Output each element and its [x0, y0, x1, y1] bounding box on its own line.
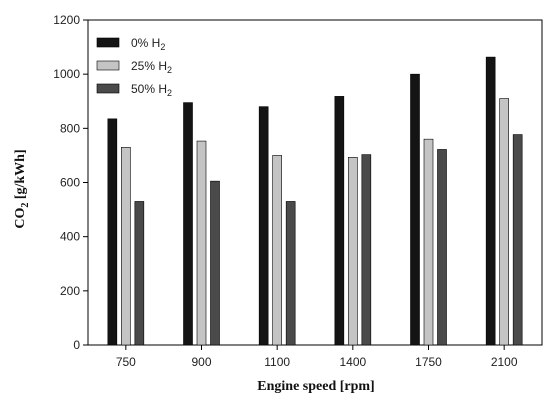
y-tick-label: 600 [60, 176, 80, 190]
bar-0-750 [107, 118, 118, 346]
bar-1-1100 [272, 155, 282, 346]
legend-label-0: 0% H2 [131, 36, 165, 52]
bars [107, 56, 523, 346]
y-axis-title-subscript: 2 [20, 203, 31, 208]
bar-0-1750 [410, 73, 420, 346]
legend-swatch-1 [96, 60, 120, 71]
y-axis-title-unit: [g/kWh] [13, 149, 28, 202]
x-tick-label: 1100 [264, 355, 290, 369]
y-tick-label: 200 [60, 284, 80, 298]
x-axis-ticks: 750 900 1100 1400 1750 2100 [116, 345, 518, 369]
bar-0-900 [183, 102, 193, 346]
bar-0-1100 [258, 106, 269, 346]
legend-label-1: 25% H2 [131, 59, 172, 75]
y-axis-ticks: 0 200 400 600 800 1000 1200 [53, 13, 88, 352]
bar-2-750 [134, 201, 145, 346]
legend: 0% H2 25% H2 50% H2 [96, 36, 172, 98]
y-axis-title: CO2 [g/kWh] [13, 149, 31, 228]
y-tick-label: 0 [73, 338, 80, 352]
x-tick-label: 900 [191, 355, 211, 369]
bar-0-1400 [334, 96, 345, 346]
y-tick-label: 1000 [53, 67, 80, 81]
bar-2-1400 [361, 154, 372, 346]
bar-0-2100 [485, 56, 496, 346]
x-tick-label: 2100 [491, 355, 518, 369]
legend-swatch-0 [96, 37, 120, 48]
y-tick-label: 1200 [53, 13, 80, 27]
bar-2-1750 [437, 149, 447, 346]
bar-2-2100 [512, 134, 523, 346]
bar-2-1100 [285, 201, 296, 346]
x-axis-title: Engine speed [rpm] [257, 379, 374, 394]
y-tick-label: 400 [60, 230, 80, 244]
x-tick-label: 1750 [415, 355, 442, 369]
x-tick-label: 750 [116, 355, 136, 369]
bar-1-2100 [499, 98, 509, 346]
bar-1-900 [196, 140, 207, 346]
y-axis-title-main: CO [13, 208, 28, 229]
legend-swatch-2 [96, 83, 120, 94]
y-tick-label: 800 [60, 121, 80, 135]
bar-1-750 [121, 146, 131, 346]
x-tick-label: 1400 [339, 355, 366, 369]
bar-1-1400 [348, 157, 358, 346]
bar-2-900 [210, 180, 220, 346]
legend-label-2: 50% H2 [131, 82, 172, 98]
bar-1-1750 [423, 138, 434, 346]
